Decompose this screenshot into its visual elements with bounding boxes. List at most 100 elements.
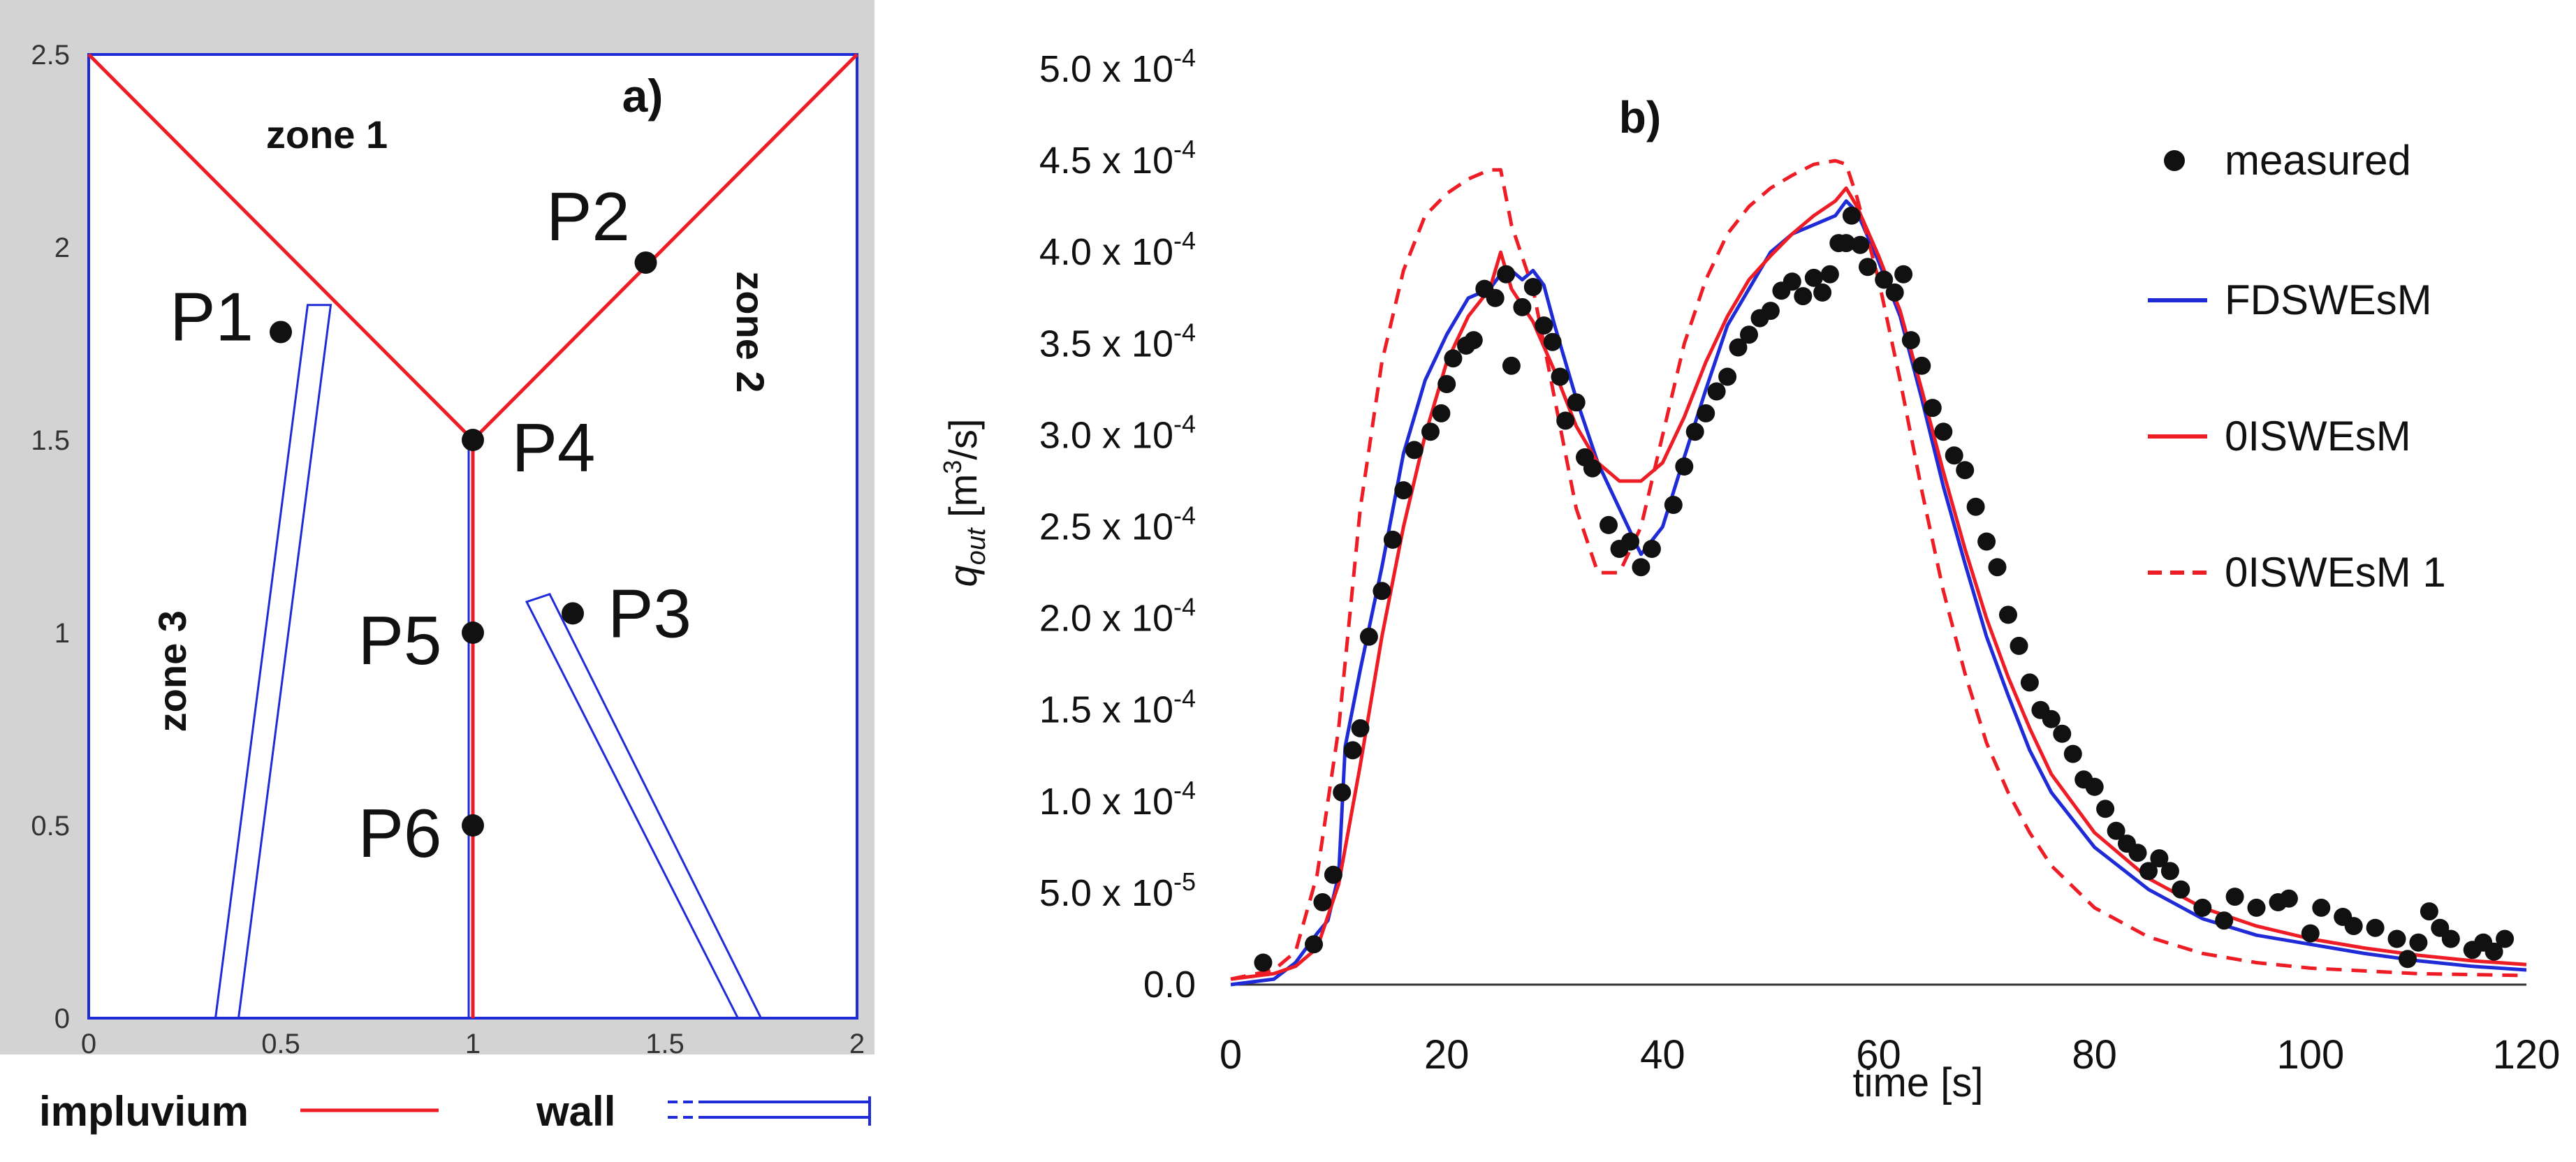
measured-point [1432, 404, 1451, 422]
measured-point [1421, 422, 1440, 441]
measured-point [1685, 422, 1704, 441]
a-x-tick-label: 0 [81, 1029, 96, 1059]
a-y-tick-label: 1 [54, 618, 70, 649]
y-tick-label: 2.0 x 10-4 [1039, 593, 1196, 640]
panel-a-label: a) [622, 70, 664, 122]
y-tick-label: 3.5 x 10-4 [1039, 318, 1196, 365]
measured-point [1497, 265, 1516, 284]
measured-point [2150, 849, 2169, 868]
a-x-tick-label: 2 [849, 1029, 865, 1059]
measured-point [1977, 532, 1996, 551]
measured-point [1718, 367, 1737, 386]
measured-point [2107, 821, 2125, 840]
measured-point [1556, 411, 1575, 430]
a-x-tick-label: 0.5 [261, 1029, 300, 1059]
measured-point [1254, 953, 1273, 972]
x-axis-label: time [s] [1853, 1060, 1984, 1105]
measured-point [1794, 287, 1813, 306]
measured-point [1600, 515, 1618, 534]
measured-point [2409, 933, 2428, 952]
x-tick-label: 20 [1424, 1032, 1470, 1078]
panel-a-legend: impluvium wall [39, 1088, 871, 1135]
measured-point [1333, 783, 1352, 802]
measured-point [1894, 265, 1913, 284]
y-tick-label: 2.5 x 10-4 [1039, 501, 1196, 548]
legend-wall-label: wall [536, 1088, 615, 1135]
measured-point [1437, 375, 1456, 393]
measured-point [1956, 461, 1975, 480]
a-y-tick-label: 1.5 [31, 425, 70, 456]
a-zone-label: zone 3 [150, 610, 194, 732]
legend-label: 0ISWEsM 1 [2225, 549, 2446, 596]
measured-point [1405, 441, 1424, 459]
measured-point [2193, 898, 2212, 917]
measured-point [2139, 862, 2158, 881]
a-y-tick-label: 0.5 [31, 811, 70, 841]
legend-impluvium-label: impluvium [39, 1088, 249, 1135]
a-point-label: P4 [512, 409, 596, 486]
a-impluvium-line [471, 53, 858, 441]
panel-b-legend: measured FDSWEsM 0ISWEsM 0ISWEsM 1 [2148, 137, 2446, 596]
a-point-label: P6 [358, 795, 442, 872]
a-point-label: P2 [546, 178, 630, 255]
measured-point [1535, 316, 1553, 335]
measured-point [1551, 367, 1569, 386]
panel-b-x-tick-labels: 0 20 40 60 80 100 120 [1220, 1032, 2561, 1078]
y-tick-label: 0.0 [1143, 964, 1196, 1006]
legend-label: measured [2225, 137, 2411, 184]
measured-point [2042, 709, 2061, 728]
measured-point [1464, 331, 1483, 350]
measured-point [1988, 558, 2007, 577]
measured-point [1324, 865, 1342, 884]
measured-point [1502, 356, 1521, 375]
measured-point [1664, 496, 1683, 514]
legend-wall-symbol [668, 1096, 871, 1126]
measured-point [1813, 283, 1832, 302]
measured-point [1543, 332, 1562, 351]
measured-point [2496, 929, 2515, 948]
measured-point [2279, 889, 2298, 908]
a-point-p4 [462, 429, 484, 451]
measured-point [1804, 268, 1823, 287]
a-point-p5 [462, 622, 484, 644]
measured-point [2441, 929, 2460, 948]
measured-point [1875, 270, 1894, 289]
measured-point [2020, 673, 2039, 692]
a-y-tick-label: 0 [54, 1003, 70, 1034]
a-point-p1 [270, 321, 292, 344]
a-zone-label: zone 1 [266, 112, 388, 156]
y-tick-label: 4.0 x 10-4 [1039, 226, 1196, 273]
x-tick-label: 40 [1640, 1032, 1685, 1078]
x-tick-label: 120 [2493, 1032, 2561, 1078]
measured-point [2484, 942, 2503, 961]
x-tick-label: 60 [1856, 1032, 1901, 1078]
measured-point [1313, 893, 1332, 911]
measured-point [2420, 902, 2438, 921]
measured-point [2225, 888, 2244, 906]
a-point-label: P5 [358, 602, 442, 679]
measured-point [1999, 605, 2017, 624]
measured-point [1675, 457, 1694, 476]
a-zone-label: zone 2 [729, 271, 773, 392]
measured-point [2301, 924, 2320, 943]
measured-point [1885, 283, 1904, 302]
a-point-label: P1 [170, 278, 254, 355]
panel-b-label: b) [1619, 92, 1661, 142]
measured-point [1820, 265, 1839, 284]
measured-point [1783, 272, 1801, 291]
measured-point [2247, 898, 2266, 917]
measured-point [2344, 917, 2363, 936]
measured-point [1707, 382, 1726, 401]
a-point-p6 [462, 814, 484, 837]
measured-point [1842, 206, 1861, 225]
legend-marker-measured [2164, 150, 2185, 171]
measured-point [1851, 235, 1870, 254]
measured-point [1486, 288, 1505, 307]
measured-point [1966, 497, 1985, 516]
a-x-tick-label: 1.5 [645, 1029, 685, 1059]
measured-point [2053, 724, 2072, 743]
panel-b-measured-points [1254, 206, 2515, 972]
measured-point [2128, 844, 2147, 862]
a-wall [525, 592, 763, 1020]
